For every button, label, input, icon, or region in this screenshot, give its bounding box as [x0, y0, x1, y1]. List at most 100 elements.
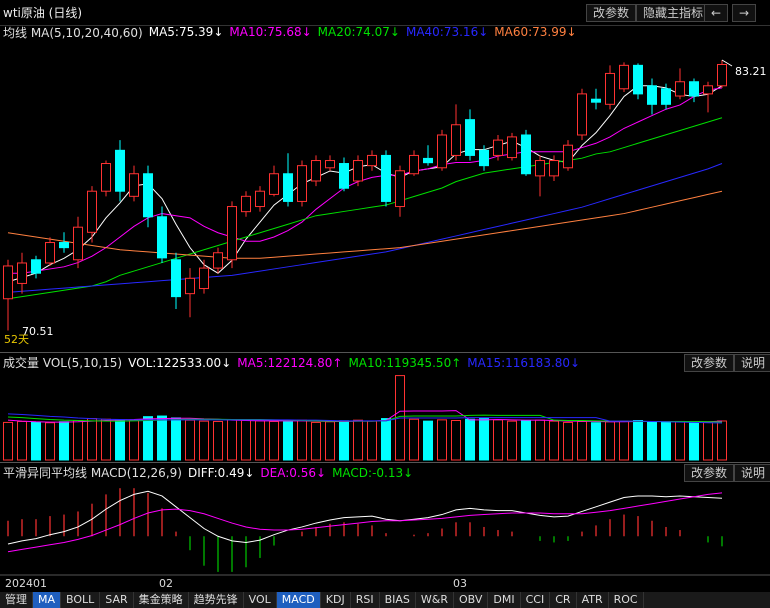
top-button[interactable]: 隐藏主指标: [636, 4, 711, 22]
volume-ma-line: [7, 413, 723, 424]
candle-body: [437, 134, 447, 169]
tab[interactable]: RSI: [351, 592, 380, 608]
tab[interactable]: MA: [33, 592, 62, 608]
tab[interactable]: OBV: [454, 592, 489, 608]
candle-body: [563, 144, 573, 169]
panel-button[interactable]: 说明: [734, 464, 770, 482]
candle-body: [465, 119, 475, 156]
candle-body: [647, 85, 657, 105]
header-item: DEA:0.56↓: [260, 465, 327, 480]
tab[interactable]: BOLL: [61, 592, 101, 608]
volume-bar: [451, 420, 461, 461]
volume-bar: [465, 418, 475, 461]
candle-body: [339, 163, 349, 189]
panel-button[interactable]: 改参数: [684, 354, 735, 372]
top-bar: wti原油 (日线): [0, 0, 770, 26]
header-item: MA40:73.16↓: [405, 25, 489, 39]
candle-body: [73, 226, 83, 261]
top-button[interactable]: →: [732, 4, 757, 22]
volume-bar: [283, 421, 293, 461]
volume-bar: [157, 415, 167, 461]
volume-bar: [87, 418, 97, 461]
candle-body: [311, 160, 321, 182]
candle-body: [605, 72, 615, 105]
tab[interactable]: MACD: [276, 592, 321, 608]
tab[interactable]: CCI: [521, 592, 551, 608]
candle-body: [423, 157, 433, 164]
tab[interactable]: BIAS: [380, 592, 416, 608]
header-item: MA5:75.39↓: [148, 25, 224, 39]
volume-bar: [619, 420, 629, 461]
volume-bar: [227, 419, 237, 461]
panel-button[interactable]: 改参数: [684, 464, 735, 482]
top-button[interactable]: ←: [704, 4, 729, 22]
volume-bar: [73, 420, 83, 461]
tab[interactable]: W&R: [416, 592, 454, 608]
candle-body: [395, 170, 405, 208]
candle-body: [689, 81, 699, 97]
volume-bar: [353, 419, 363, 461]
tab[interactable]: 集金策略: [134, 592, 189, 608]
annotation-pointer: [721, 59, 733, 67]
header-item: 均线 MA(5,10,20,40,60): [3, 25, 143, 40]
tab[interactable]: DMI: [488, 592, 521, 608]
volume-bar: [325, 421, 335, 461]
volume-bar: [675, 420, 685, 461]
candle-body: [31, 259, 41, 274]
tab[interactable]: SAR: [100, 592, 134, 608]
volume-bar: [661, 421, 671, 461]
header-item: MA20:74.07↓: [317, 25, 400, 39]
candle-body: [675, 81, 685, 97]
macd-header: 平滑异同平均线 MACD(12,26,9) DIFF:0.49↓ DEA:0.56↓…: [0, 462, 770, 482]
tab[interactable]: ROC: [609, 592, 644, 608]
candle-body: [535, 160, 545, 177]
header-item: 成交量 VOL(5,10,15): [3, 356, 123, 370]
candle-body: [3, 265, 13, 300]
tab[interactable]: VOL: [244, 592, 277, 608]
panel-button[interactable]: 说明: [734, 354, 770, 372]
candle-body: [129, 173, 139, 197]
volume-bar: [297, 419, 307, 461]
candle-body: [101, 163, 111, 192]
candle-body: [157, 216, 167, 259]
x-tick-label: 202401: [5, 577, 47, 590]
volume-bar: [437, 419, 447, 461]
candle-body: [591, 98, 601, 103]
header-item: MA60:73.99↓: [494, 25, 577, 39]
volume-bar: [535, 419, 545, 461]
volume-bar: [507, 420, 517, 461]
candle-body: [409, 154, 419, 175]
candle-body: [297, 165, 307, 202]
candle-body: [703, 85, 713, 95]
volume-bar: [717, 420, 727, 461]
ma-line: [8, 87, 723, 274]
top-button[interactable]: 改参数: [586, 4, 637, 22]
candle-body: [381, 154, 391, 202]
x-tick-label: 03: [453, 577, 467, 590]
ma-line: [7, 163, 723, 293]
tab[interactable]: 趋势先锋: [189, 592, 244, 608]
volume-bar: [339, 420, 349, 461]
volume-bar: [633, 420, 643, 461]
volume-bar: [549, 420, 559, 461]
volume-bar: [423, 420, 433, 461]
ma-line: [7, 117, 723, 300]
candle-body: [185, 277, 195, 295]
tab[interactable]: 管理: [0, 592, 33, 608]
volume-bar: [241, 420, 251, 461]
tab[interactable]: CR: [550, 592, 577, 608]
ma-line: [7, 85, 723, 283]
tab[interactable]: KDJ: [321, 592, 351, 608]
candle-body: [199, 267, 209, 290]
volume-bar: [115, 419, 125, 461]
candle-body: [115, 149, 125, 192]
tab[interactable]: ATR: [577, 592, 609, 608]
volume-bar: [521, 420, 531, 461]
volume-bar: [647, 421, 657, 461]
candle-body: [241, 195, 251, 213]
candle-body: [717, 63, 727, 87]
candle-body: [227, 206, 237, 261]
header-item: MA5:122124.80↑: [237, 355, 343, 370]
